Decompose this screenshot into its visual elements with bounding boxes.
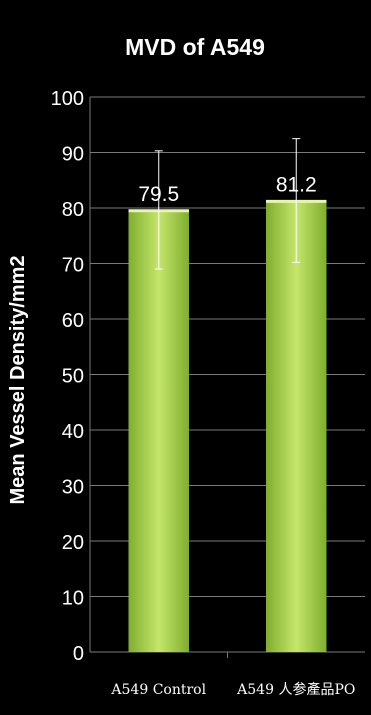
bar — [128, 210, 189, 652]
bars — [128, 199, 327, 652]
y-tick-label: 70 — [62, 255, 84, 277]
x-tick-labels: A549 Control A549 人参產品PO — [110, 681, 355, 698]
bar — [266, 201, 327, 652]
y-axis-label: Mean Vessel Density/mm2 — [7, 255, 29, 504]
value-labels: 79.5 81.2 — [138, 173, 316, 205]
y-tick-labels: 0 10 20 30 40 50 60 70 80 90 100 — [51, 88, 84, 665]
y-tick-label: 0 — [73, 643, 84, 665]
y-tick-label: 60 — [62, 310, 84, 332]
value-label: 79.5 — [138, 183, 179, 206]
y-tick-label: 50 — [62, 366, 84, 388]
y-tick-label: 100 — [51, 88, 84, 110]
y-tick-label: 40 — [62, 421, 84, 443]
y-tick-label: 80 — [62, 199, 84, 221]
y-tick-label: 90 — [62, 144, 84, 166]
error-bars — [154, 138, 301, 270]
y-tick-label: 30 — [62, 477, 84, 499]
category-label: A549 人参產品PO — [236, 681, 355, 698]
chart-title: MVD of A549 — [125, 34, 265, 60]
value-label: 81.2 — [276, 173, 317, 196]
y-tick-label: 20 — [62, 532, 84, 554]
category-label: A549 Control — [110, 682, 206, 698]
y-tick-label: 10 — [62, 588, 84, 610]
